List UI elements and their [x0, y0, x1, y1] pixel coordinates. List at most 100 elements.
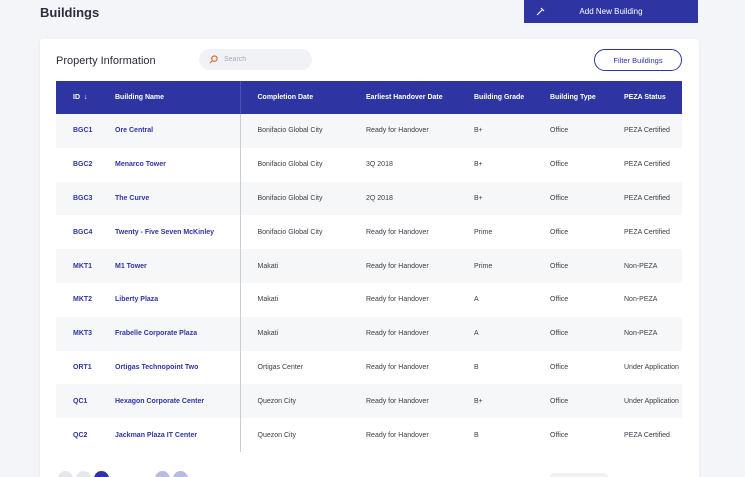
cell-grade: B+	[474, 397, 483, 405]
card-title: Property Information	[56, 55, 156, 67]
cell-location: Bonifacio Global City	[257, 194, 323, 202]
cell-type: Office	[550, 363, 569, 371]
table-header-row: ID ↓ Building Name Completion Date Earlie…	[56, 81, 682, 114]
table-row[interactable]: QC1 Hexagon Corporate Center Quezon City…	[56, 384, 682, 419]
cell-grade: A	[474, 296, 479, 304]
cell-handover: Ready for Handover	[366, 363, 429, 371]
cell-grade: Prime	[474, 228, 493, 236]
cell-type: Office	[550, 228, 569, 236]
table-row[interactable]: MKT3 Frabelle Corporate Plaza Makati Rea…	[56, 316, 682, 351]
cell-grade: B+	[474, 127, 483, 135]
table-row[interactable]: BGC1 Ore Central Bonifacio Global City R…	[56, 114, 682, 148]
header-peza-status[interactable]: PEZA Status	[624, 94, 666, 101]
table-row[interactable]: BGC2 Menarco Tower Bonifacio Global City…	[56, 147, 682, 182]
filter-buildings-button[interactable]: Filter Buildings	[594, 49, 682, 71]
cell-handover: Ready for Handover	[366, 431, 429, 439]
cell-type: Office	[550, 397, 569, 405]
header-handover-date[interactable]: Earliest Handover Date	[366, 94, 443, 101]
cell-handover: Ready for Handover	[366, 330, 429, 338]
cell-handover: Ready for Handover	[366, 296, 429, 304]
cell-handover: Ready for Handover	[366, 127, 429, 135]
cell-location: Makati	[257, 330, 279, 338]
cell-location: Bonifacio Global City	[257, 161, 323, 169]
cell-building-name[interactable]: The Curve	[115, 181, 241, 216]
cell-building-name[interactable]: Ortigas Technopoint Two	[115, 350, 241, 385]
pagination-next-button[interactable]	[154, 471, 170, 477]
pagination: ·· ·· ··	[58, 471, 188, 477]
cell-id[interactable]: QC2	[73, 431, 88, 439]
cell-type: Office	[550, 194, 569, 202]
building-add-icon	[536, 7, 545, 16]
header-id[interactable]: ID ↓	[56, 81, 115, 114]
cell-location: Bonifacio Global City	[257, 228, 323, 236]
pagination-page-current[interactable]	[94, 471, 109, 477]
arrow-down-icon: ↓	[84, 94, 88, 101]
header-building-type[interactable]: Building Type	[550, 94, 596, 101]
table-row[interactable]: BGC3 The Curve Bonifacio Global City 2Q …	[56, 181, 682, 216]
table-row[interactable]: MKT2 Liberty Plaza Makati Ready for Hand…	[56, 282, 682, 317]
cell-grade: B+	[474, 194, 483, 202]
cell-id[interactable]: QC1	[73, 397, 88, 405]
rows-per-page-select[interactable]	[549, 473, 609, 477]
pagination-last-button[interactable]	[172, 471, 188, 477]
cell-building-name[interactable]: Jackman Plaza IT Center	[115, 418, 241, 452]
cell-id[interactable]: BGC1	[73, 127, 93, 135]
cell-type: Office	[550, 161, 569, 169]
cell-grade: B+	[474, 161, 483, 169]
cell-peza: Non-PEZA	[624, 330, 658, 338]
cell-handover: 3Q 2018	[366, 161, 393, 169]
cell-handover: Ready for Handover	[366, 262, 429, 270]
cell-peza: PEZA Certified	[624, 194, 670, 202]
header-id-label: ID	[73, 94, 80, 101]
cell-id[interactable]: MKT3	[73, 330, 93, 338]
pagination-pages[interactable]: ·· ·· ··	[115, 475, 149, 477]
pagination-first-button[interactable]	[58, 471, 73, 477]
cell-grade: A	[474, 330, 479, 338]
table-row[interactable]: BGC4 Twenty - Five Seven McKinley Bonifa…	[56, 215, 682, 250]
table-row[interactable]: QC2 Jackman Plaza IT Center Quezon City …	[56, 418, 682, 452]
cell-grade: B	[474, 431, 479, 439]
cell-building-name[interactable]: Menarco Tower	[115, 147, 241, 182]
cell-id[interactable]: BGC3	[73, 194, 93, 202]
buildings-table: ID ↓ Building Name Completion Date Earlie…	[56, 81, 682, 453]
header-completion-date[interactable]: Completion Date	[257, 94, 314, 101]
cell-location: Bonifacio Global City	[257, 127, 323, 135]
cell-handover: Ready for Handover	[366, 228, 429, 236]
cell-peza: Non-PEZA	[624, 296, 658, 304]
cell-peza: PEZA Certified	[624, 127, 670, 135]
cell-peza: PEZA Certified	[624, 161, 670, 169]
cell-building-name[interactable]: Liberty Plaza	[115, 282, 241, 317]
cell-location: Makati	[257, 262, 279, 270]
cell-peza: Under Application	[624, 363, 679, 371]
cell-id[interactable]: ORT1	[73, 363, 92, 371]
table-row[interactable]: MKT1 M1 Tower Makati Ready for Handover …	[56, 249, 682, 283]
cell-type: Office	[550, 431, 569, 439]
cell-peza: PEZA Certified	[624, 228, 670, 236]
cell-id[interactable]: BGC2	[73, 161, 93, 169]
pagination-prev-button[interactable]	[76, 471, 91, 477]
cell-building-name[interactable]: Ore Central	[115, 114, 241, 148]
cell-location: Quezon City	[257, 431, 297, 439]
cell-location: Makati	[257, 296, 279, 304]
cell-type: Office	[550, 296, 569, 304]
cell-id[interactable]: BGC4	[73, 228, 93, 236]
search-input[interactable]	[224, 56, 304, 63]
add-new-building-button[interactable]: Add New Building	[524, 0, 698, 23]
page-title: Buildings	[40, 5, 100, 20]
cell-type: Office	[550, 262, 569, 270]
cell-building-name[interactable]: Frabelle Corporate Plaza	[115, 316, 241, 351]
cell-handover: Ready for Handover	[366, 397, 429, 405]
cell-building-name[interactable]: Twenty - Five Seven McKinley	[115, 215, 241, 250]
cell-location: Ortigas Center	[257, 363, 304, 371]
header-building-grade[interactable]: Building Grade	[474, 94, 525, 101]
search-box[interactable]	[199, 49, 312, 70]
cell-peza: Under Application	[624, 397, 679, 405]
cell-type: Office	[550, 330, 569, 338]
cell-id[interactable]: MKT1	[73, 262, 93, 270]
header-building-name[interactable]: Building Name	[115, 81, 241, 114]
table-row[interactable]: ORT1 Ortigas Technopoint Two Ortigas Cen…	[56, 350, 682, 385]
cell-building-name[interactable]: M1 Tower	[115, 249, 241, 283]
cell-id[interactable]: MKT2	[73, 296, 93, 304]
cell-grade: B	[474, 363, 479, 371]
cell-building-name[interactable]: Hexagon Corporate Center	[115, 384, 241, 419]
